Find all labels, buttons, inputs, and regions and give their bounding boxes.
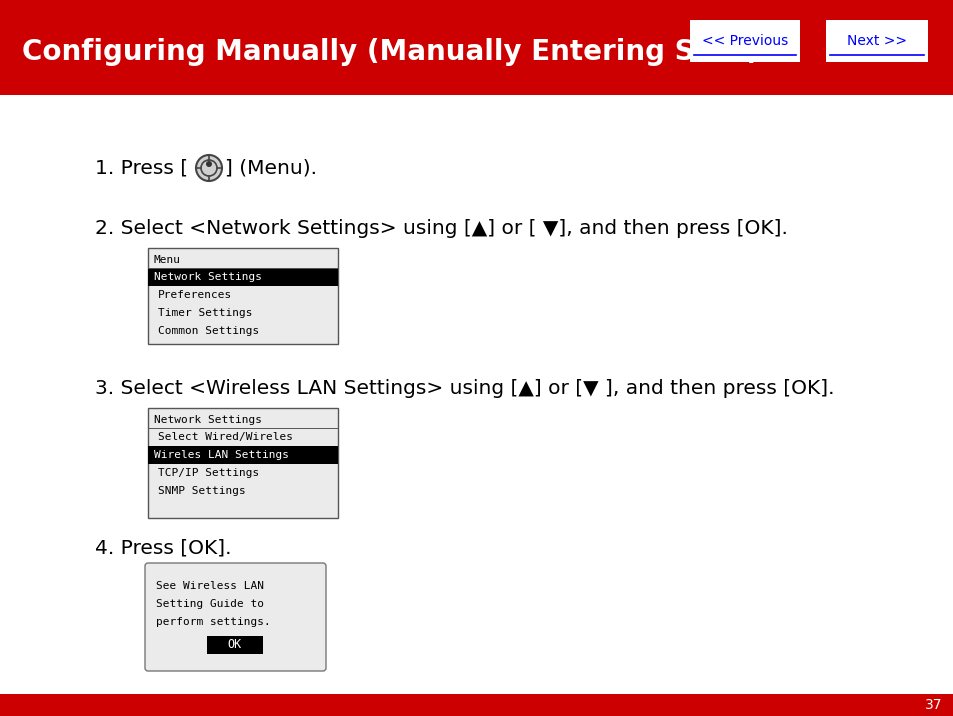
FancyBboxPatch shape xyxy=(689,20,800,62)
Text: 4. Press [OK].: 4. Press [OK]. xyxy=(95,538,232,558)
Text: 37: 37 xyxy=(924,698,942,712)
FancyBboxPatch shape xyxy=(825,20,927,62)
FancyBboxPatch shape xyxy=(0,694,953,716)
FancyBboxPatch shape xyxy=(148,408,337,518)
Text: Configuring Manually (Manually Entering SSID): Configuring Manually (Manually Entering … xyxy=(22,38,759,66)
Text: Preferences: Preferences xyxy=(158,290,232,300)
Text: Menu: Menu xyxy=(153,255,181,265)
Text: OK: OK xyxy=(228,639,242,652)
Text: Select Wired/Wireles: Select Wired/Wireles xyxy=(158,432,293,442)
Text: Wireles LAN Settings: Wireles LAN Settings xyxy=(153,450,289,460)
Text: 1. Press [: 1. Press [ xyxy=(95,158,188,178)
Circle shape xyxy=(195,155,222,181)
Text: See Wireless LAN: See Wireless LAN xyxy=(156,581,264,591)
Text: Common Settings: Common Settings xyxy=(158,326,259,336)
Text: 2. Select <Network Settings> using [▲] or [ ▼], and then press [OK].: 2. Select <Network Settings> using [▲] o… xyxy=(95,218,787,238)
FancyBboxPatch shape xyxy=(0,0,953,95)
Text: TCP/IP Settings: TCP/IP Settings xyxy=(158,468,259,478)
Text: SNMP Settings: SNMP Settings xyxy=(158,486,246,496)
Text: perform settings.: perform settings. xyxy=(156,617,271,627)
FancyBboxPatch shape xyxy=(148,268,337,286)
FancyBboxPatch shape xyxy=(145,563,326,671)
Text: Network Settings: Network Settings xyxy=(153,415,262,425)
FancyBboxPatch shape xyxy=(148,248,337,344)
Text: Network Settings: Network Settings xyxy=(153,272,262,282)
FancyBboxPatch shape xyxy=(148,446,337,464)
Text: << Previous: << Previous xyxy=(701,34,787,48)
Text: Setting Guide to: Setting Guide to xyxy=(156,599,264,609)
Circle shape xyxy=(206,161,212,167)
Text: ] (Menu).: ] (Menu). xyxy=(225,158,316,178)
FancyBboxPatch shape xyxy=(207,636,263,654)
Text: Timer Settings: Timer Settings xyxy=(158,308,253,318)
Text: Next >>: Next >> xyxy=(846,34,906,48)
Text: 3. Select <Wireless LAN Settings> using [▲] or [▼ ], and then press [OK].: 3. Select <Wireless LAN Settings> using … xyxy=(95,379,834,397)
